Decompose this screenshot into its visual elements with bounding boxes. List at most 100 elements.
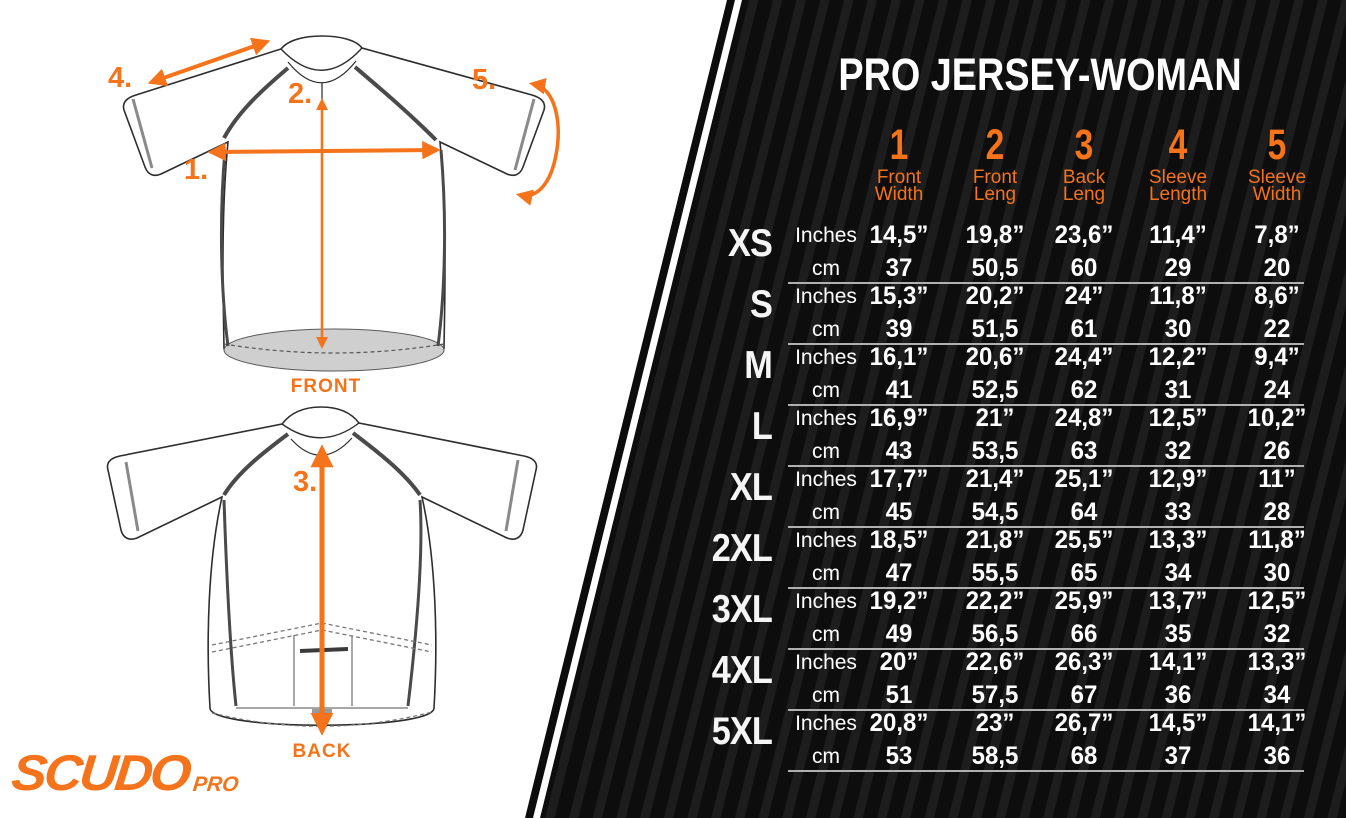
cm-value: 41 xyxy=(885,376,913,404)
back-side-seam-right xyxy=(406,499,423,707)
back-raglan-seam-right xyxy=(351,431,422,497)
cm-value: 55,5 xyxy=(971,559,1019,587)
arrow-4-sleeve-length xyxy=(147,37,271,87)
column-label-2: Front Leng xyxy=(925,167,1065,204)
inches-value: 11,8” xyxy=(1248,526,1306,554)
inches-value: 8,6” xyxy=(1254,282,1300,310)
measure-marker-3: 3. xyxy=(293,466,318,498)
row-divider xyxy=(788,770,1304,772)
inches-value: 19,8” xyxy=(965,221,1025,249)
inches-value: 20,6” xyxy=(965,343,1025,371)
size-label-2XL: 2XL xyxy=(711,527,773,570)
inches-value: 13,3” xyxy=(1148,526,1208,554)
inches-value: 13,3” xyxy=(1247,648,1307,676)
measure-marker-5: 5. xyxy=(472,64,497,96)
inches-value: 13,7” xyxy=(1148,587,1208,615)
unit-inches-label: Inches xyxy=(795,468,857,491)
unit-cm-label: cm xyxy=(812,318,840,341)
cm-value: 37 xyxy=(1164,742,1192,770)
front-cuff-band-left xyxy=(131,98,154,169)
inches-value: 21,8” xyxy=(965,526,1025,554)
unit-inches-label: Inches xyxy=(795,346,857,369)
inches-value: 16,9” xyxy=(869,404,929,432)
column-label-line1: Sleeve xyxy=(1148,167,1208,188)
cm-value: 63 xyxy=(1070,437,1098,465)
unit-cm-label: cm xyxy=(812,440,840,463)
inches-value: 10,2” xyxy=(1247,404,1307,432)
cm-value: 36 xyxy=(1164,681,1192,709)
cm-value: 29 xyxy=(1164,254,1192,282)
inches-value: 25,9” xyxy=(1054,587,1114,615)
front-view-label: FRONT xyxy=(290,376,362,397)
cm-value: 52,5 xyxy=(971,376,1019,404)
cm-value: 62 xyxy=(1070,376,1098,404)
cm-value: 26 xyxy=(1263,437,1291,465)
cm-value: 61 xyxy=(1070,315,1098,343)
unit-cm-label: cm xyxy=(812,684,840,707)
cm-value: 34 xyxy=(1263,681,1291,709)
column-label-5: Sleeve Width xyxy=(1207,167,1346,204)
row-divider xyxy=(788,282,1304,284)
inches-value: 15,3” xyxy=(869,282,929,310)
arrow-5-sleeve-width xyxy=(515,77,560,206)
column-label-line1: Front xyxy=(972,167,1018,188)
inches-value: 12,5” xyxy=(1247,587,1307,615)
front-raglan-seam-left xyxy=(222,66,290,139)
column-label-4: Sleeve Length xyxy=(1108,167,1248,205)
back-cuff-band-right xyxy=(504,459,520,532)
cm-value: 47 xyxy=(885,559,913,587)
inches-value: 25,5” xyxy=(1054,526,1114,554)
column-label-line1: Front xyxy=(876,167,922,188)
front-side-seam-left xyxy=(219,149,230,347)
inches-value: 23,6” xyxy=(1054,221,1114,249)
unit-inches-label: Inches xyxy=(795,285,857,308)
cm-value: 30 xyxy=(1164,315,1192,343)
row-divider xyxy=(788,587,1304,589)
measure-marker-1: 1. xyxy=(184,154,209,186)
cm-value: 53 xyxy=(885,742,913,770)
row-divider xyxy=(788,526,1304,528)
cm-value: 68 xyxy=(1070,742,1098,770)
back-side-seam-left xyxy=(222,499,238,707)
inches-value: 21,4” xyxy=(965,465,1025,493)
cm-value: 53,5 xyxy=(971,437,1019,465)
unit-inches-label: Inches xyxy=(795,712,857,735)
inches-value: 24” xyxy=(1064,282,1104,310)
cm-value: 50,5 xyxy=(971,254,1019,282)
column-number-5: 5 xyxy=(1267,121,1287,169)
column-label-line2: Length xyxy=(1148,184,1208,205)
inches-value: 19,2” xyxy=(869,587,929,615)
size-label-S: S xyxy=(749,283,773,326)
cm-value: 24 xyxy=(1263,376,1291,404)
chart-title: PRO JERSEY-WOMAN xyxy=(838,49,1242,100)
cm-value: 39 xyxy=(885,315,913,343)
column-label-line2: Width xyxy=(874,184,924,205)
cm-value: 58,5 xyxy=(971,742,1019,770)
cm-value: 54,5 xyxy=(971,498,1019,526)
measure-marker-2: 2. xyxy=(288,78,313,110)
size-label-L: L xyxy=(751,405,773,448)
unit-cm-label: cm xyxy=(812,379,840,402)
cm-value: 37 xyxy=(885,254,913,282)
cm-value: 20 xyxy=(1263,254,1291,282)
row-divider xyxy=(788,343,1304,345)
unit-inches-label: Inches xyxy=(795,590,857,613)
inches-value: 11,4” xyxy=(1149,221,1207,249)
column-label-line1: Sleeve xyxy=(1247,167,1307,188)
inches-value: 21” xyxy=(975,404,1015,432)
inches-value: 7,8” xyxy=(1254,221,1300,249)
unit-cm-label: cm xyxy=(812,623,840,646)
inches-value: 12,9” xyxy=(1148,465,1208,493)
inches-value: 22,6” xyxy=(965,648,1025,676)
inches-value: 14,1” xyxy=(1247,709,1307,737)
back-cuff-band-left xyxy=(124,461,140,532)
inches-value: 12,2” xyxy=(1148,343,1208,371)
front-side-seam-right xyxy=(436,149,447,347)
inches-value: 25,1” xyxy=(1054,465,1114,493)
cm-value: 32 xyxy=(1164,437,1192,465)
unit-inches-label: Inches xyxy=(795,407,857,430)
size-label-XS: XS xyxy=(727,222,773,265)
size-label-XL: XL xyxy=(729,466,773,509)
inches-value: 12,5” xyxy=(1148,404,1208,432)
front-hem-ellipse xyxy=(223,328,445,372)
